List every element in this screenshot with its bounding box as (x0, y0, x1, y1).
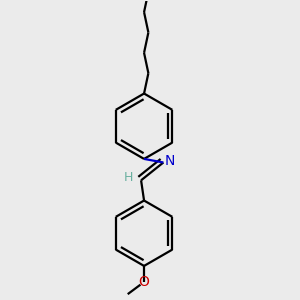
Text: N: N (165, 154, 175, 168)
Text: H: H (124, 171, 133, 184)
Text: O: O (139, 275, 149, 289)
